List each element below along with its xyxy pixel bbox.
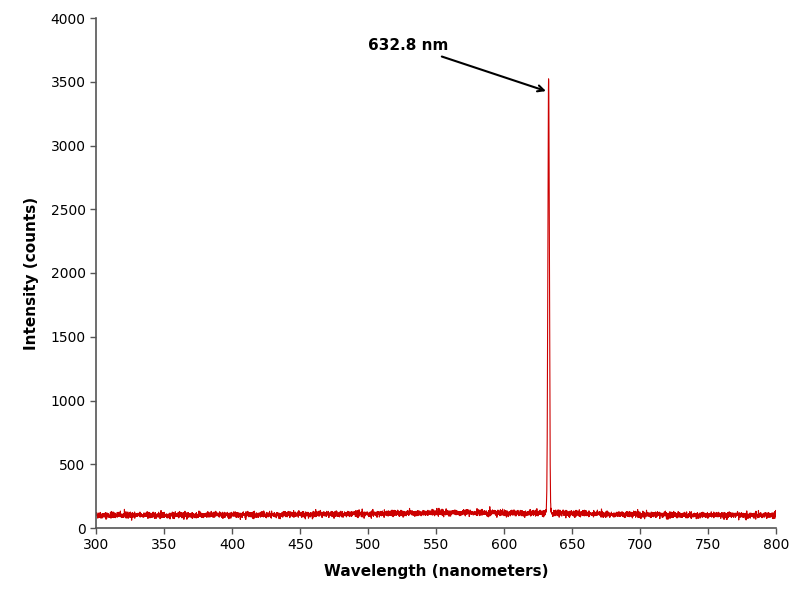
Text: 632.8 nm: 632.8 nm — [368, 38, 544, 91]
Y-axis label: Intensity (counts): Intensity (counts) — [24, 196, 39, 350]
X-axis label: Wavelength (nanometers): Wavelength (nanometers) — [324, 563, 548, 578]
